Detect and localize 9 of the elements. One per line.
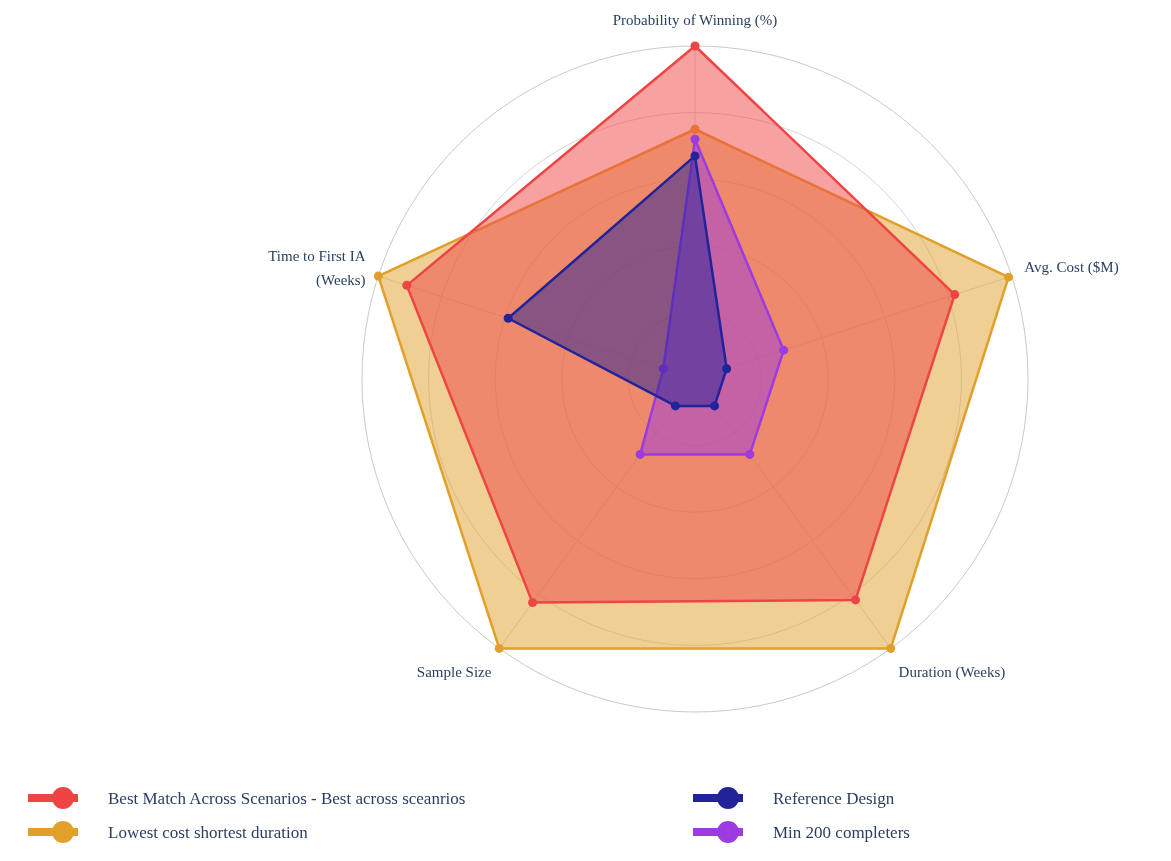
legend-label: Best Match Across Scenarios - Best across sceanrios (108, 789, 466, 808)
spoke-label: Sample Size (416, 664, 492, 681)
spoke-label: Avg. Cost ($M) (1024, 258, 1119, 276)
spoke-label: Probability of Winning (%) (612, 11, 778, 29)
spoke-label: Duration (Weeks) (898, 664, 1006, 682)
spoke-label: Time to First IA (Weeks) (268, 247, 366, 289)
legend-label: Reference Design (773, 789, 895, 808)
legend-label: Min 200 completers (773, 823, 910, 842)
legend-label: Lowest cost shortest duration (108, 823, 309, 842)
